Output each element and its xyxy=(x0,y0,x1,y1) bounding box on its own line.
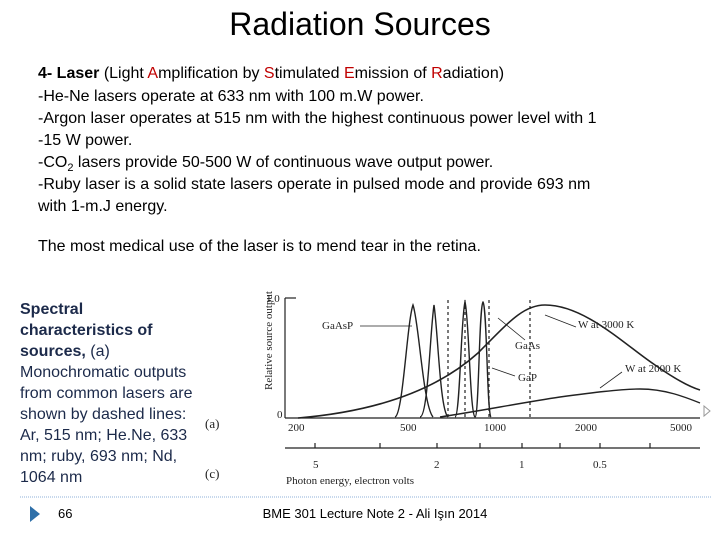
body-line: -CO2 lasers provide 50-500 W of continuo… xyxy=(38,154,493,174)
body-line: -15 W power. xyxy=(38,132,133,149)
curve xyxy=(297,304,701,419)
label: GaP xyxy=(518,372,537,384)
text: R xyxy=(431,65,443,82)
text: sources, (a) xyxy=(20,341,153,362)
curve xyxy=(394,302,434,418)
label: 1.0 xyxy=(266,293,280,305)
caption: Monochromatic outputs from common lasers… xyxy=(20,362,193,488)
title: Radiation Sources xyxy=(229,6,491,42)
text: Spectral xyxy=(20,301,84,318)
label: 1000 xyxy=(484,422,507,434)
label: 200 xyxy=(288,422,305,434)
curve xyxy=(474,300,492,418)
leader xyxy=(360,314,623,389)
label: Relative source output xyxy=(263,291,275,390)
text: 2 xyxy=(67,162,74,175)
body-line: with 1-m.J energy. xyxy=(38,198,168,215)
note: The most medical use of the laser is to … xyxy=(38,238,481,255)
axes xyxy=(284,297,701,449)
text: sources, xyxy=(20,343,86,360)
marker xyxy=(703,404,711,418)
text: nm; ruby, 693 nm; Nd, xyxy=(20,448,178,465)
label: (a) xyxy=(205,416,219,431)
text: S xyxy=(263,65,275,82)
label: GaAsP xyxy=(322,320,353,332)
caption-bold: Spectral characteristics of sources, (a) xyxy=(20,299,153,362)
curve xyxy=(419,304,449,418)
text: -CO xyxy=(38,154,68,171)
curve xyxy=(439,388,701,418)
body-line: -Argon laser operates at 515 nm with the… xyxy=(38,110,597,127)
label: Photon energy, electron volts xyxy=(286,475,414,487)
label: (c) xyxy=(205,466,219,481)
ticks xyxy=(314,443,651,448)
text: from common lasers are xyxy=(20,385,193,402)
body-line: -Ruby laser is a solid state lasers oper… xyxy=(38,176,591,193)
text: timulated xyxy=(274,65,344,82)
text: 1064 nm xyxy=(20,469,83,486)
label: 0 xyxy=(277,409,283,421)
text: adiation) xyxy=(442,65,505,82)
label: GaAs xyxy=(515,340,540,352)
text: mission of xyxy=(354,65,432,82)
text: lasers provide 50-500 W of continuous wa… xyxy=(73,154,494,171)
label: W at 3000 K xyxy=(578,319,634,331)
text: (a) xyxy=(85,343,110,360)
text: A xyxy=(147,65,159,82)
page-number: 66 xyxy=(58,506,73,521)
body-line: -He-Ne lasers operate at 633 nm with 100… xyxy=(38,88,424,105)
text: E xyxy=(343,65,355,82)
label: 500 xyxy=(400,422,417,434)
text: 4- Laser xyxy=(38,65,100,82)
body-line: 4- Laser (Light Amplification by Stimula… xyxy=(38,65,504,83)
footer-text: BME 301 Lecture Note 2 - Ali Işın 2014 xyxy=(262,506,488,521)
text: shown by dashed lines: xyxy=(20,406,187,423)
text: characteristics of xyxy=(20,322,153,339)
label: 2000 xyxy=(575,422,598,434)
text: Ar, 515 nm; He.Ne, 633 xyxy=(20,427,188,444)
bullet xyxy=(30,506,40,522)
label: 2 xyxy=(434,459,440,471)
label: 5 xyxy=(313,459,319,471)
label: 0.5 xyxy=(593,459,607,471)
label: W at 2000 K xyxy=(625,363,681,375)
text: (Light xyxy=(103,65,148,82)
label: 1 xyxy=(519,459,525,471)
text: Monochromatic outputs xyxy=(20,364,187,381)
text: mplification by xyxy=(158,65,264,82)
label: 5000 xyxy=(670,422,693,434)
